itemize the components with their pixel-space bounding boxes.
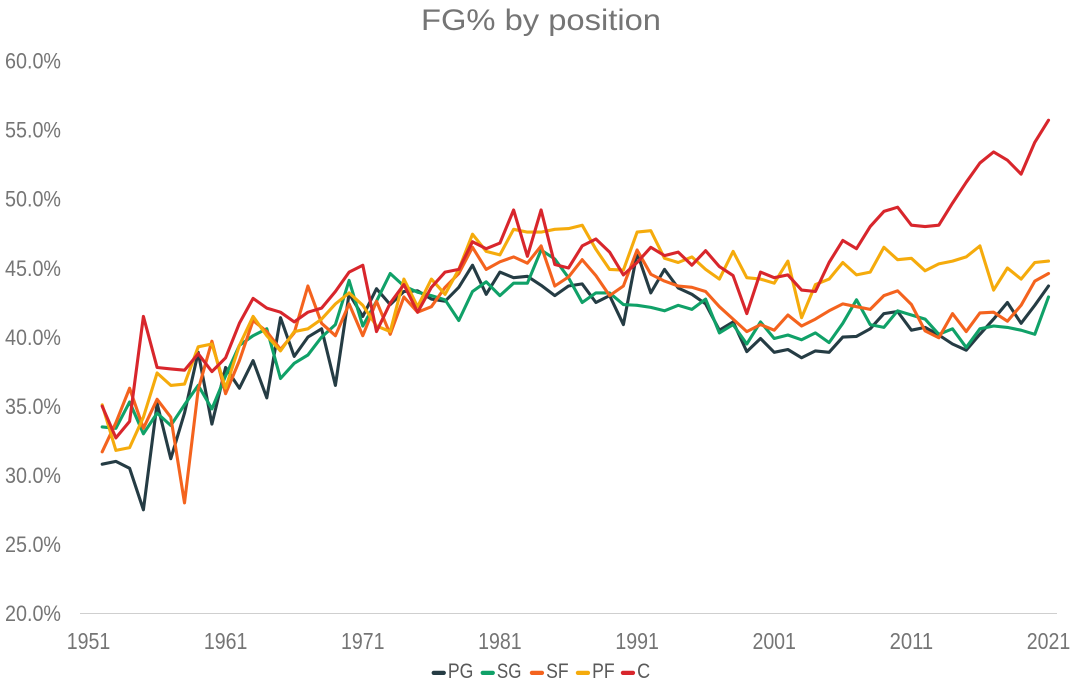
svg-text:PG: PG	[448, 660, 474, 683]
svg-text:2001: 2001	[752, 628, 796, 654]
svg-text:2021: 2021	[1027, 628, 1071, 654]
svg-text:1951: 1951	[67, 628, 111, 654]
svg-text:SG: SG	[497, 660, 522, 683]
svg-text:25.0%: 25.0%	[5, 532, 61, 557]
svg-text:1961: 1961	[204, 628, 248, 654]
svg-text:1981: 1981	[478, 628, 522, 654]
svg-text:50.0%: 50.0%	[5, 187, 61, 212]
svg-text:1991: 1991	[615, 628, 659, 654]
svg-text:1971: 1971	[341, 628, 385, 654]
svg-text:35.0%: 35.0%	[5, 394, 61, 419]
svg-text:PF: PF	[592, 660, 615, 683]
svg-text:FG% by position: FG% by position	[421, 4, 661, 37]
svg-text:55.0%: 55.0%	[5, 118, 61, 143]
svg-text:30.0%: 30.0%	[5, 463, 61, 488]
svg-text:45.0%: 45.0%	[5, 256, 61, 281]
svg-text:20.0%: 20.0%	[5, 601, 61, 626]
svg-text:2011: 2011	[890, 628, 934, 654]
svg-text:40.0%: 40.0%	[5, 325, 61, 350]
svg-text:C: C	[637, 660, 650, 683]
svg-text:60.0%: 60.0%	[5, 49, 61, 74]
svg-text:SF: SF	[546, 660, 569, 683]
